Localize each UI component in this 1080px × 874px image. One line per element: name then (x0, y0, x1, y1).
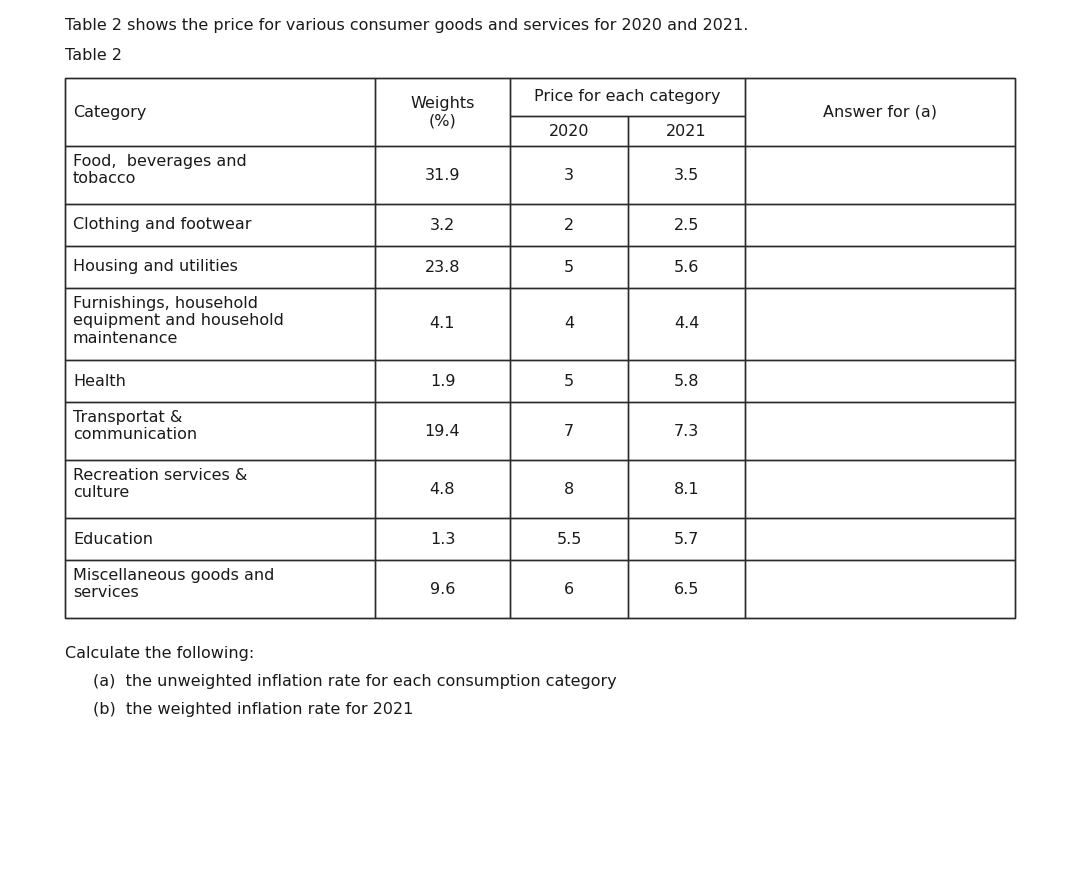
Bar (375, 288, 510, 360)
Text: Recreation services &
culture: Recreation services & culture (73, 468, 247, 501)
Text: 3.2: 3.2 (430, 218, 455, 232)
Bar (627, 402, 745, 460)
Bar (65, 146, 375, 204)
Bar (65, 460, 375, 518)
Text: Category: Category (73, 105, 147, 120)
Bar (510, 460, 627, 518)
Text: 31.9: 31.9 (424, 168, 460, 183)
Bar (627, 518, 745, 560)
Bar (745, 460, 1015, 518)
Bar (375, 146, 510, 204)
Bar (627, 288, 745, 360)
Text: 2: 2 (564, 218, 575, 232)
Bar (510, 146, 627, 204)
Bar (510, 246, 627, 288)
Text: 3.5: 3.5 (674, 168, 699, 183)
Text: 5.6: 5.6 (674, 260, 699, 274)
Bar (745, 78, 1015, 146)
Text: Miscellaneous goods and
services: Miscellaneous goods and services (73, 568, 274, 600)
Text: 8: 8 (564, 482, 575, 496)
Text: 6: 6 (564, 581, 575, 596)
Text: Answer for (a): Answer for (a) (823, 105, 937, 120)
Text: 2020: 2020 (549, 123, 590, 138)
Bar (375, 78, 510, 146)
Text: 1.9: 1.9 (430, 373, 456, 389)
Bar (510, 518, 627, 560)
Text: 4.4: 4.4 (674, 316, 699, 331)
Bar (745, 402, 1015, 460)
Text: 4.8: 4.8 (430, 482, 456, 496)
Text: 5.7: 5.7 (674, 531, 699, 546)
Bar (65, 246, 375, 288)
Text: 23.8: 23.8 (424, 260, 460, 274)
Bar (375, 460, 510, 518)
Bar (745, 146, 1015, 204)
Text: 19.4: 19.4 (424, 424, 460, 439)
Text: 8.1: 8.1 (674, 482, 700, 496)
Text: 1.3: 1.3 (430, 531, 455, 546)
Bar (627, 146, 745, 204)
Text: 5.5: 5.5 (556, 531, 582, 546)
Text: Table 2: Table 2 (65, 48, 122, 63)
Bar (510, 116, 627, 146)
Text: 5: 5 (564, 373, 575, 389)
Text: Transportat &
communication: Transportat & communication (73, 410, 198, 442)
Bar (745, 288, 1015, 360)
Bar (375, 204, 510, 246)
Text: Housing and utilities: Housing and utilities (73, 260, 238, 274)
Text: Education: Education (73, 531, 153, 546)
Bar (65, 560, 375, 618)
Text: 5: 5 (564, 260, 575, 274)
Bar (510, 402, 627, 460)
Bar (745, 560, 1015, 618)
Text: Price for each category: Price for each category (535, 89, 720, 105)
Bar (745, 360, 1015, 402)
Text: 3: 3 (564, 168, 573, 183)
Bar (627, 560, 745, 618)
Bar (627, 246, 745, 288)
Bar (65, 78, 1015, 618)
Bar (375, 360, 510, 402)
Text: (a)  the unweighted inflation rate for each consumption category: (a) the unweighted inflation rate for ea… (93, 674, 617, 689)
Bar (510, 78, 745, 116)
Text: Food,  beverages and
tobacco: Food, beverages and tobacco (73, 154, 246, 186)
Bar (510, 204, 627, 246)
Bar (745, 246, 1015, 288)
Text: Calculate the following:: Calculate the following: (65, 646, 254, 661)
Text: 2021: 2021 (666, 123, 706, 138)
Bar (375, 402, 510, 460)
Bar (65, 360, 375, 402)
Text: 7.3: 7.3 (674, 424, 699, 439)
Bar (375, 518, 510, 560)
Bar (375, 246, 510, 288)
Bar (65, 518, 375, 560)
Bar (745, 518, 1015, 560)
Text: (b)  the weighted inflation rate for 2021: (b) the weighted inflation rate for 2021 (93, 702, 414, 717)
Bar (627, 116, 745, 146)
Text: Health: Health (73, 373, 126, 389)
Text: Weights
(%): Weights (%) (410, 96, 475, 128)
Text: Table 2 shows the price for various consumer goods and services for 2020 and 202: Table 2 shows the price for various cons… (65, 18, 748, 33)
Text: Furnishings, household
equipment and household
maintenance: Furnishings, household equipment and hou… (73, 296, 284, 346)
Text: 2.5: 2.5 (674, 218, 699, 232)
Text: 4: 4 (564, 316, 575, 331)
Text: 9.6: 9.6 (430, 581, 455, 596)
Bar (627, 360, 745, 402)
Bar (65, 78, 375, 146)
Bar (65, 288, 375, 360)
Text: 7: 7 (564, 424, 575, 439)
Bar (65, 204, 375, 246)
Bar (510, 288, 627, 360)
Text: 4.1: 4.1 (430, 316, 456, 331)
Text: 6.5: 6.5 (674, 581, 699, 596)
Bar (627, 204, 745, 246)
Bar (745, 204, 1015, 246)
Bar (627, 460, 745, 518)
Bar (510, 360, 627, 402)
Text: Clothing and footwear: Clothing and footwear (73, 218, 252, 232)
Text: 5.8: 5.8 (674, 373, 699, 389)
Bar (375, 560, 510, 618)
Bar (510, 560, 627, 618)
Bar (65, 402, 375, 460)
